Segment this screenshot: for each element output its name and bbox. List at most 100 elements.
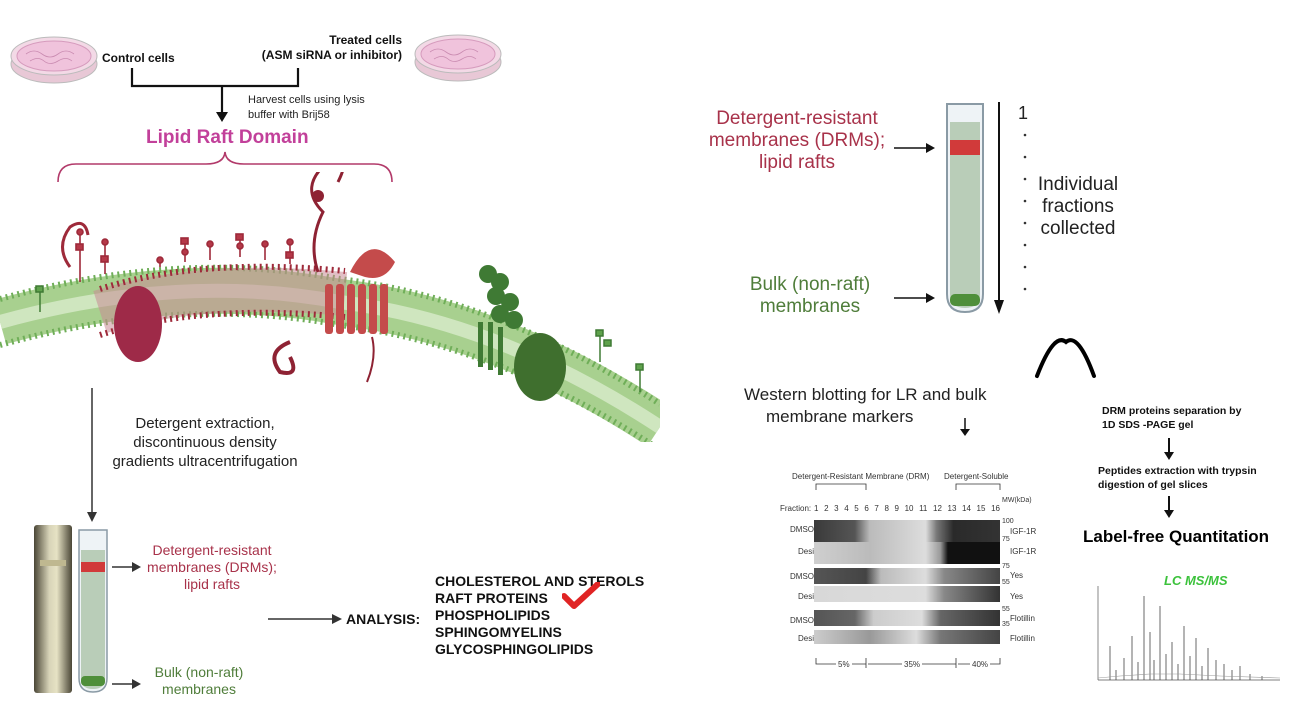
fraction-number: 13 bbox=[947, 504, 957, 513]
tube-photo bbox=[34, 525, 72, 693]
blot-percent: 40% bbox=[970, 660, 991, 669]
blot-lane-strip bbox=[814, 630, 1000, 644]
analysis-item: GLYCOSPHINGOLIPIDS bbox=[435, 641, 594, 657]
lipid-raft-title: Lipid Raft Domain bbox=[146, 127, 309, 148]
fraction-number: 3 bbox=[834, 504, 839, 513]
control-petri-dish bbox=[10, 36, 98, 84]
spectrum-plot bbox=[1097, 586, 1281, 681]
split-curve bbox=[1035, 338, 1096, 378]
ms-step2-line1: Peptides extraction with trypsin bbox=[1098, 465, 1257, 477]
western-line2: membrane markers bbox=[766, 407, 914, 426]
blot-header-brackets bbox=[815, 483, 1001, 490]
right-bulk-label: Bulk (non-raft) membranes bbox=[738, 274, 882, 318]
left-gradient-tube bbox=[78, 529, 108, 693]
control-cells-label: Control cells bbox=[102, 51, 175, 65]
blot-lane-strip bbox=[814, 542, 1000, 564]
label-free-quantitation: Label-free Quantitation bbox=[1083, 527, 1270, 546]
harvest-line2: buffer with Brij58 bbox=[248, 109, 330, 121]
treated-petri-dish bbox=[414, 34, 502, 82]
fraction-dots bbox=[1023, 133, 1027, 291]
ms-arrow-2 bbox=[1164, 496, 1174, 518]
right-drm-line1: Detergent-resistant bbox=[716, 108, 878, 129]
fractions-line1: Individual bbox=[1037, 174, 1119, 195]
fractions-line3: collected bbox=[1040, 218, 1116, 239]
fraction-number: 6 bbox=[864, 504, 869, 513]
blot-percent: 5% bbox=[836, 660, 852, 669]
fraction-number: 1 bbox=[814, 504, 819, 513]
fraction-number: 15 bbox=[976, 504, 986, 513]
left-drm-label: Detergent-resistant membranes (DRMs); li… bbox=[144, 542, 280, 593]
blot-soluble-header: Detergent-Soluble bbox=[944, 472, 1009, 481]
fraction-number: 12 bbox=[933, 504, 942, 513]
analysis-arrow bbox=[268, 614, 342, 624]
blot-row-marker: Flotillin bbox=[1010, 634, 1035, 643]
extraction-line2: discontinuous density bbox=[133, 434, 277, 451]
fraction-top-number: 1 bbox=[1018, 103, 1029, 123]
extraction-text: Detergent extraction, discontinuous dens… bbox=[92, 414, 318, 471]
blot-row-marker: Flotillin bbox=[1010, 614, 1035, 623]
blot-mw-mark: 75 bbox=[1002, 536, 1010, 543]
analysis-item: PHOSPHOLIPIDS bbox=[435, 607, 551, 623]
blot-row-marker: IGF-1R bbox=[1010, 527, 1037, 536]
left-bulk-label: Bulk (non-raft) membranes bbox=[146, 664, 252, 698]
blot-lane-strip bbox=[814, 520, 1000, 542]
ms-arrow-1 bbox=[1164, 438, 1174, 460]
analysis-label: ANALYSIS: bbox=[346, 611, 421, 627]
drm-arrow-left bbox=[112, 562, 141, 572]
fraction-number: 2 bbox=[824, 504, 829, 513]
ms-step2-line2: digestion of gel slices bbox=[1098, 479, 1208, 491]
western-blotting-label: Western blotting for LR and bulk membran… bbox=[744, 384, 987, 428]
fraction-number: 7 bbox=[874, 504, 879, 513]
fraction-arrow bbox=[994, 102, 1004, 314]
blot-mw-label: MW(kDa) bbox=[1002, 497, 1032, 504]
checkmark-icon bbox=[562, 582, 600, 609]
bulk-arrow-right bbox=[894, 293, 935, 303]
fraction-number: 8 bbox=[884, 504, 889, 513]
raft-brace bbox=[57, 151, 393, 183]
western-blot: Detergent-Resistant Membrane (DRM) Deter… bbox=[776, 468, 1048, 674]
blot-lane-strip bbox=[814, 568, 1000, 584]
fraction-number: 16 bbox=[991, 504, 1000, 513]
right-gradient-tube bbox=[946, 103, 984, 314]
left-drm-line3: lipid rafts bbox=[183, 576, 241, 592]
fraction-number: 4 bbox=[844, 504, 849, 513]
harvest-note: Harvest cells using lysis buffer with Br… bbox=[248, 93, 365, 123]
blot-row-treatment: DMSO bbox=[790, 616, 814, 625]
blot-row-treatment: DMSO bbox=[790, 525, 814, 534]
western-arrow bbox=[960, 418, 970, 436]
lcms-label: LC MS/MS bbox=[1164, 573, 1228, 588]
fraction-number: 11 bbox=[919, 504, 928, 513]
blot-mw-mark: 55 bbox=[1002, 606, 1010, 613]
blot-row-marker: Yes bbox=[1010, 571, 1024, 580]
fractions-collected-label: Individual fractions collected bbox=[1030, 174, 1126, 240]
extraction-line1: Detergent extraction, bbox=[135, 415, 275, 432]
blot-percent: 35% bbox=[902, 660, 923, 669]
blot-mw-mark: 55 bbox=[1002, 579, 1010, 586]
harvest-line1: Harvest cells using lysis bbox=[248, 94, 365, 106]
blot-fraction-numbers: 1 2 3 4 5 6 7 8 9 10 11 12 13 14 15 16 bbox=[814, 504, 1000, 513]
analysis-item: CHOLESTEROL AND STEROLS bbox=[435, 573, 645, 589]
fraction-number: 10 bbox=[904, 504, 914, 513]
extraction-arrow bbox=[87, 388, 97, 522]
analysis-item: RAFT PROTEINS bbox=[435, 590, 548, 606]
right-drm-line2: membranes (DRMs); bbox=[708, 130, 886, 151]
left-bulk-line2: membranes bbox=[162, 681, 236, 697]
analysis-item: SPHINGOMYELINS bbox=[435, 624, 562, 640]
analysis-list: CHOLESTEROL AND STEROLS RAFT PROTEINS PH… bbox=[435, 573, 644, 658]
blot-lane-strip bbox=[814, 610, 1000, 626]
blot-drm-header: Detergent-Resistant Membrane (DRM) bbox=[792, 472, 930, 481]
ms-step1-line1: DRM proteins separation by bbox=[1102, 405, 1242, 417]
tube-photo-band bbox=[40, 560, 66, 566]
lcms-spectrum: LC MS/MS bbox=[1080, 566, 1284, 686]
treated-label-line1: Treated cells bbox=[329, 33, 402, 47]
bulk-arrow-left bbox=[112, 679, 141, 689]
membrane-illustration bbox=[0, 172, 660, 442]
right-bulk-line2: membranes bbox=[759, 296, 861, 317]
left-drm-line2: membranes (DRMs); bbox=[147, 559, 277, 575]
ms-step-digestion: Peptides extraction with trypsin digesti… bbox=[1098, 464, 1257, 492]
blot-row-treatment: DMSO bbox=[790, 572, 814, 581]
blot-lane-strip bbox=[814, 586, 1000, 602]
left-drm-line1: Detergent-resistant bbox=[152, 542, 272, 558]
blot-row-marker: Yes bbox=[1010, 592, 1024, 601]
blot-fraction-label: Fraction: bbox=[780, 504, 812, 513]
